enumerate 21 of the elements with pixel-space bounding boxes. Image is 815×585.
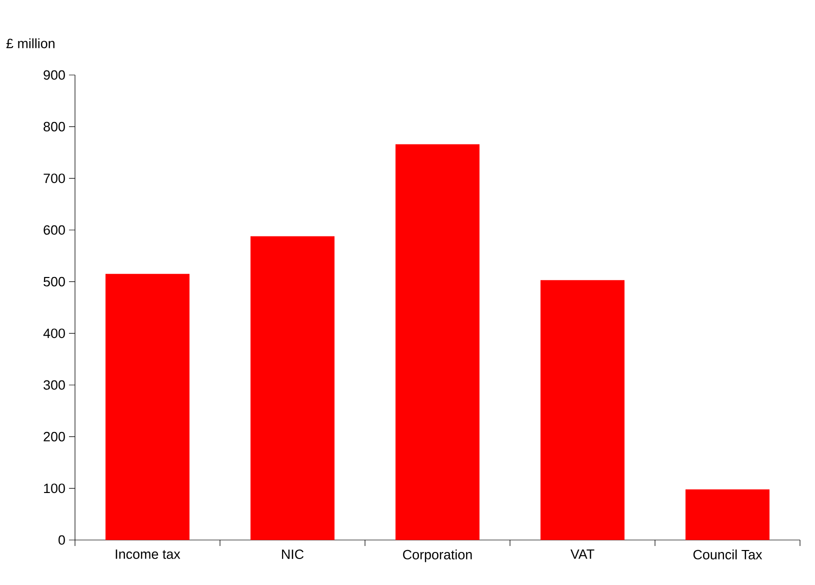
y-tick-label: 100: [44, 484, 65, 494]
x-tick-label: Income tax: [116, 550, 180, 559]
bar: [540, 280, 625, 540]
bar: [396, 144, 480, 540]
bar: [686, 489, 770, 540]
bar: [250, 236, 335, 540]
x-tick-label: VAT: [570, 550, 594, 559]
y-tick-label: 500: [44, 276, 65, 286]
y-tick-label: 300: [44, 380, 65, 390]
y-tick-label: 800: [44, 122, 65, 132]
y-tick-label: 600: [44, 225, 65, 235]
y-tick-label: 0: [58, 535, 65, 545]
y-axis-title: £ million: [6, 38, 54, 48]
y-tick-label: 700: [44, 174, 65, 184]
x-tick-label: Council Tax: [693, 550, 762, 560]
y-tick-label: 200: [44, 432, 65, 442]
bar: [106, 274, 190, 540]
y-tick-label: 400: [43, 328, 65, 338]
x-tick-label: Corporation: [403, 550, 472, 562]
y-tick-label: 900: [44, 70, 65, 80]
x-tick-label: NIC: [282, 550, 304, 560]
